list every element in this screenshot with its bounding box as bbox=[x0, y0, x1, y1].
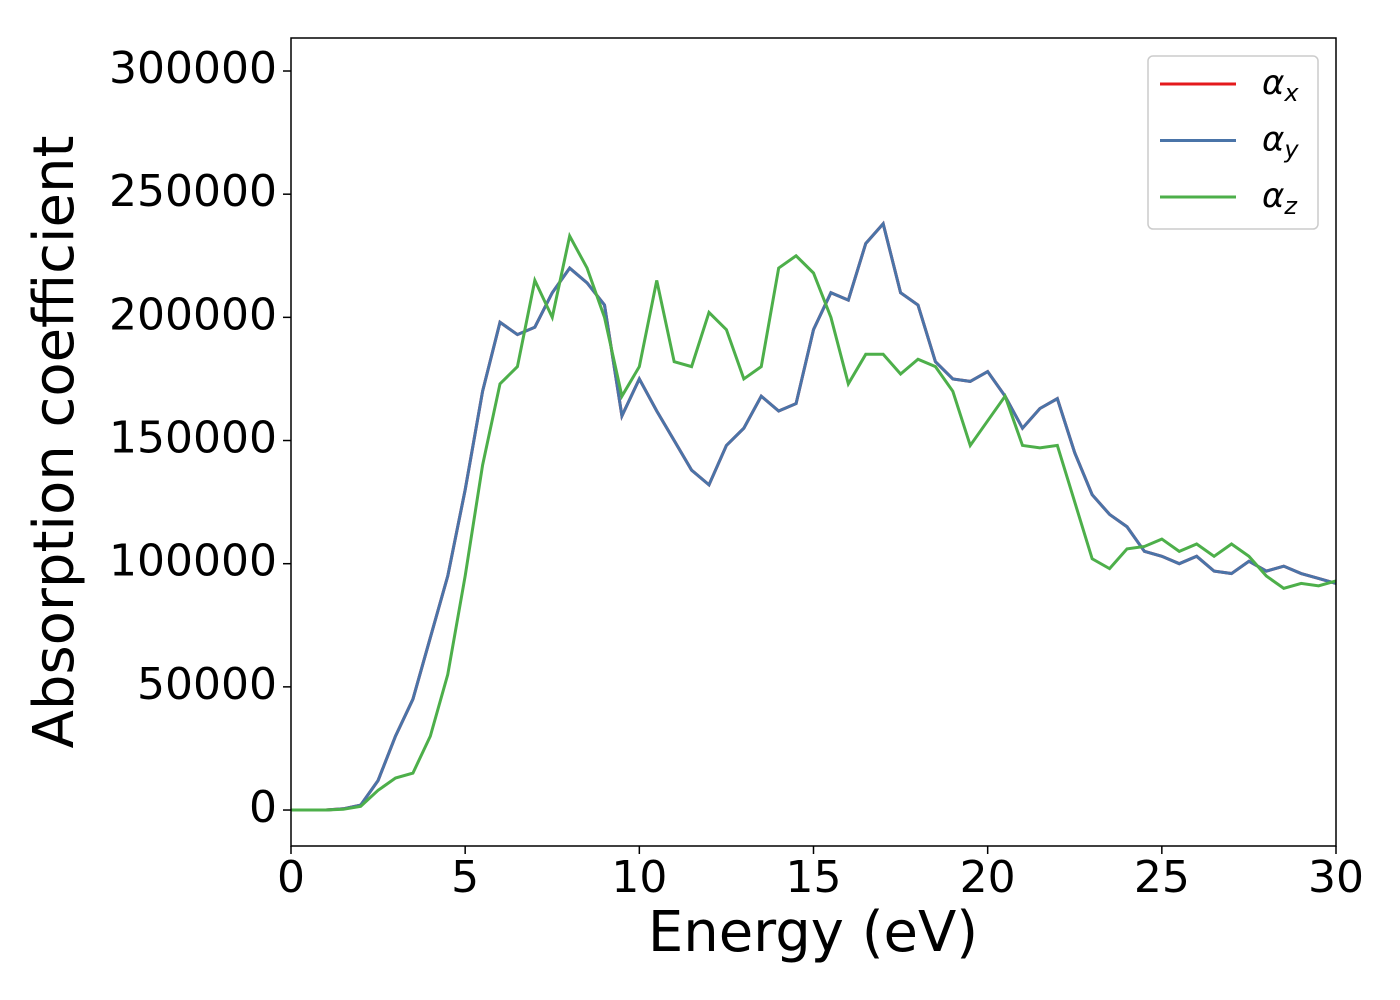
y-tick-label: 50000 bbox=[137, 659, 277, 710]
x-tick-label: 30 bbox=[1308, 852, 1364, 903]
y-tick-label: 0 bbox=[249, 782, 277, 833]
series-line bbox=[291, 220, 1336, 812]
y-tick-label: 300000 bbox=[109, 43, 277, 94]
y-axis-label: Absorption coefficient bbox=[22, 136, 87, 749]
legend-symbol: α bbox=[1262, 63, 1284, 103]
x-tick-label: 20 bbox=[960, 852, 1016, 903]
y-tick-label: 250000 bbox=[109, 166, 277, 217]
legend-label: αy bbox=[1262, 119, 1299, 164]
legend-subscript: z bbox=[1283, 192, 1298, 220]
y-tick-label: 200000 bbox=[109, 289, 277, 340]
x-tick-label: 5 bbox=[451, 852, 479, 903]
legend-symbol: α bbox=[1262, 176, 1284, 216]
series-line bbox=[291, 220, 1336, 812]
legend-box bbox=[1147, 55, 1319, 230]
legend-subscript: x bbox=[1283, 79, 1299, 107]
x-tick-label: 15 bbox=[786, 852, 842, 903]
x-tick-label: 0 bbox=[277, 852, 305, 903]
x-axis-label: Energy (eV) bbox=[648, 900, 978, 965]
legend-symbol: α bbox=[1262, 119, 1284, 159]
legend-label: αz bbox=[1262, 176, 1298, 221]
series-line bbox=[291, 231, 1336, 812]
y-tick-label: 100000 bbox=[109, 536, 277, 587]
legend-label: αx bbox=[1262, 63, 1299, 108]
plot-frame bbox=[290, 37, 1337, 847]
y-tick-label: 150000 bbox=[109, 413, 277, 464]
legend-subscript: y bbox=[1283, 136, 1299, 164]
x-tick-label: 25 bbox=[1134, 852, 1190, 903]
x-tick-label: 10 bbox=[611, 852, 667, 903]
